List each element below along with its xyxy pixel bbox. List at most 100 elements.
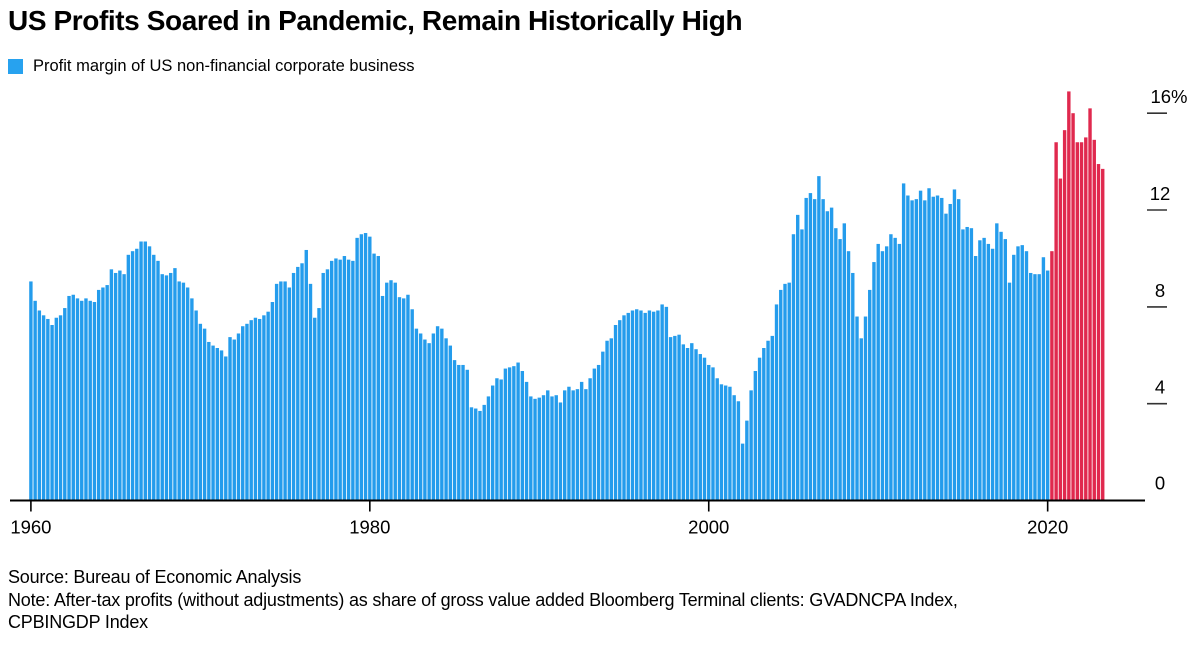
bar xyxy=(440,328,444,501)
bar xyxy=(262,315,266,501)
bar xyxy=(490,385,495,501)
bar xyxy=(101,287,105,501)
bar xyxy=(249,320,253,501)
footnote-line-2: CPBINGDP Index xyxy=(8,612,148,632)
bar xyxy=(685,348,690,501)
bar xyxy=(300,263,304,501)
bar xyxy=(448,345,453,501)
bar xyxy=(427,343,431,501)
bar xyxy=(257,318,262,501)
bar xyxy=(512,366,516,501)
bar xyxy=(804,197,808,501)
bar xyxy=(609,338,613,501)
bar xyxy=(329,260,334,501)
bar-highlighted xyxy=(1058,178,1063,501)
bar xyxy=(46,318,50,501)
bar xyxy=(67,295,71,501)
bar xyxy=(529,396,533,501)
bar-highlighted xyxy=(1084,137,1088,501)
bar xyxy=(321,272,325,501)
bar xyxy=(863,316,868,501)
bar xyxy=(283,281,287,501)
bar xyxy=(770,335,774,501)
bar xyxy=(435,326,440,501)
bar xyxy=(308,283,313,501)
bar xyxy=(745,420,749,501)
bar xyxy=(774,304,779,501)
bar xyxy=(122,274,126,501)
bar xyxy=(380,295,385,501)
bar xyxy=(897,243,902,501)
bar xyxy=(978,240,982,501)
bar xyxy=(783,283,787,501)
source-note: Source: Bureau of Economic Analysis xyxy=(8,567,302,587)
bar xyxy=(541,395,546,501)
bar xyxy=(1045,270,1050,501)
bar xyxy=(812,199,817,501)
bar xyxy=(253,317,258,501)
bar xyxy=(368,236,372,501)
bar xyxy=(130,251,135,501)
bar xyxy=(169,272,173,501)
bar xyxy=(465,369,469,501)
bar xyxy=(143,241,147,501)
bar xyxy=(1024,251,1029,501)
bar xyxy=(846,251,851,501)
bar xyxy=(571,390,575,501)
bar xyxy=(389,280,393,501)
bar xyxy=(495,378,499,501)
bar xyxy=(135,248,139,501)
bar xyxy=(160,274,164,501)
bar xyxy=(346,259,351,501)
bar xyxy=(152,254,156,501)
bar xyxy=(50,325,54,501)
bar xyxy=(342,256,347,501)
bar xyxy=(402,298,406,501)
bar xyxy=(287,287,292,501)
bar xyxy=(550,396,554,501)
bar xyxy=(113,272,118,501)
bar xyxy=(711,367,715,501)
bar-highlighted xyxy=(1050,251,1054,501)
bar xyxy=(965,226,969,501)
bar xyxy=(92,302,97,501)
bar xyxy=(626,312,630,501)
bar xyxy=(766,340,770,501)
bar xyxy=(563,390,567,501)
bar xyxy=(359,234,364,501)
bar xyxy=(520,371,525,501)
bar xyxy=(622,315,626,501)
page-title: US Profits Soared in Pandemic, Remain Hi… xyxy=(8,5,743,36)
bar xyxy=(393,282,397,501)
bar xyxy=(927,188,931,501)
bar xyxy=(431,333,436,501)
bar xyxy=(524,381,529,501)
bar xyxy=(385,282,389,501)
bar xyxy=(418,333,423,501)
bar xyxy=(126,254,131,501)
bar xyxy=(313,317,317,501)
bar xyxy=(851,272,855,501)
bar xyxy=(796,214,800,501)
bar xyxy=(410,309,414,501)
bar xyxy=(194,310,198,501)
bar xyxy=(1033,274,1037,501)
bar xyxy=(698,354,702,501)
bar xyxy=(859,338,863,501)
bar xyxy=(681,344,686,501)
bar xyxy=(372,253,376,501)
bar xyxy=(723,385,728,501)
bar xyxy=(579,381,584,501)
bar xyxy=(647,310,652,501)
bar xyxy=(266,311,270,501)
bar xyxy=(219,350,224,501)
bar xyxy=(961,229,965,501)
bar xyxy=(503,368,508,501)
bar xyxy=(325,269,330,501)
bar xyxy=(973,256,978,501)
bar xyxy=(931,196,935,501)
bar xyxy=(986,243,991,501)
bar xyxy=(406,294,410,501)
bar xyxy=(29,281,33,501)
bar xyxy=(105,285,109,501)
